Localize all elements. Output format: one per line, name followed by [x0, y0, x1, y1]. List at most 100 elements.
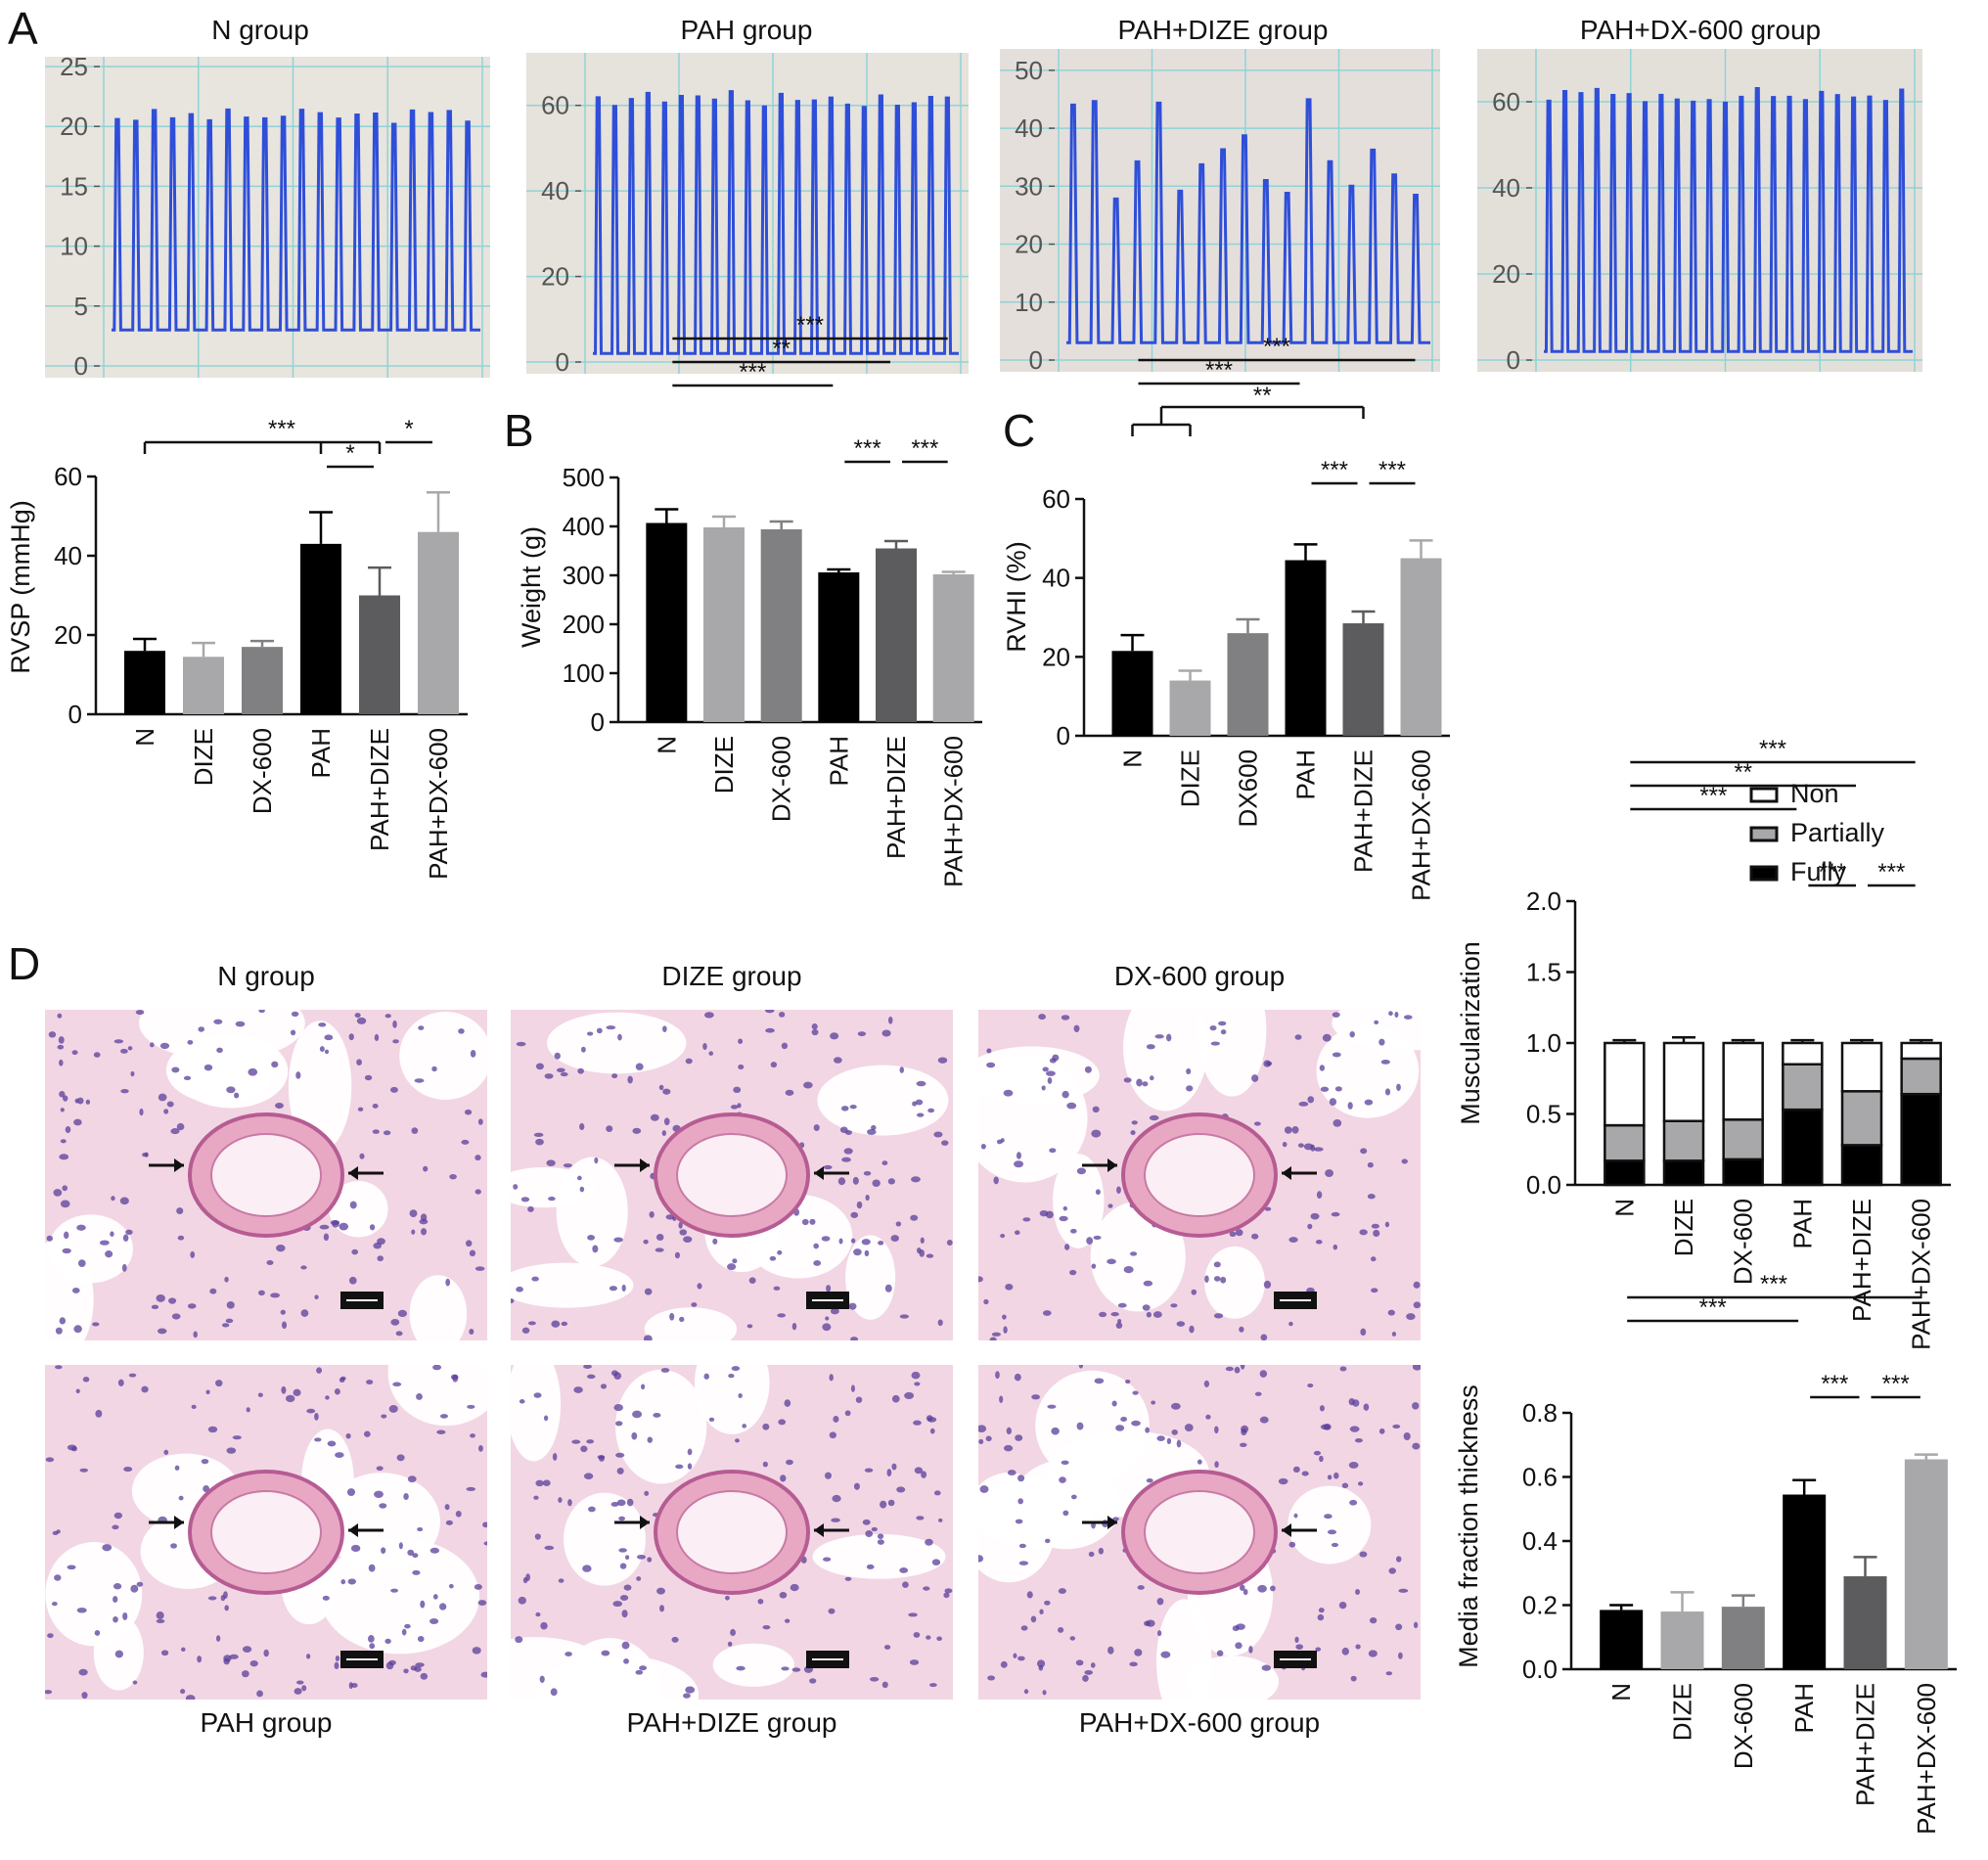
cell-nucleus — [877, 1539, 884, 1545]
cell-nucleus — [256, 1690, 263, 1698]
cell-nucleus — [1292, 1466, 1300, 1474]
cell-nucleus — [691, 1302, 698, 1307]
cell-nucleus — [1401, 1158, 1408, 1164]
cell-nucleus — [735, 1438, 740, 1443]
cell-nucleus — [926, 1417, 937, 1423]
y-tick-label: 60 — [54, 462, 82, 491]
panel-letter-b: B — [504, 405, 534, 456]
cell-nucleus — [474, 1583, 482, 1590]
cell-nucleus — [1092, 1106, 1100, 1113]
x-category-label: PAH+DX-600 — [1407, 749, 1436, 901]
cell-nucleus — [925, 1538, 933, 1546]
bar-4 — [1843, 1576, 1887, 1669]
cell-nucleus — [1371, 1256, 1377, 1262]
cell-nucleus — [232, 1435, 242, 1440]
cell-nucleus — [1387, 1309, 1395, 1316]
sig-label: *** — [1699, 1294, 1727, 1321]
cell-nucleus — [678, 1221, 683, 1229]
cell-nucleus — [582, 1565, 592, 1572]
cell-nucleus — [1278, 1477, 1288, 1485]
vessel-lumen — [210, 1133, 322, 1217]
y-axis-label: RVHI (%) — [1002, 541, 1031, 653]
cell-nucleus — [1039, 1209, 1049, 1217]
cell-nucleus — [286, 1394, 295, 1403]
cell-nucleus — [911, 1371, 921, 1380]
legend-swatch-fully — [1749, 865, 1779, 882]
trace-tick-label: 0 — [1507, 345, 1520, 372]
cell-nucleus — [855, 1396, 863, 1403]
cell-nucleus — [757, 1598, 764, 1605]
cell-nucleus — [1396, 1083, 1401, 1092]
cell-nucleus — [600, 1384, 608, 1389]
cell-nucleus — [295, 1680, 304, 1685]
cell-nucleus — [1000, 1233, 1006, 1239]
cell-nucleus — [125, 1229, 133, 1235]
cell-nucleus — [392, 1039, 399, 1044]
cell-nucleus — [99, 1240, 110, 1246]
alveolar-space — [563, 1492, 646, 1586]
arrowhead — [814, 1523, 824, 1537]
cell-nucleus — [464, 1109, 473, 1115]
bar-0 — [1600, 1610, 1644, 1669]
cell-nucleus — [866, 1564, 875, 1569]
chart-weight: 0 100 200 300 400 500 Weight (g) N DIZE DX-600 PAH… — [517, 312, 982, 887]
cell-nucleus — [577, 1175, 582, 1181]
bar-fully-3 — [1782, 1108, 1824, 1187]
x-category-label: PAH — [1787, 1199, 1817, 1249]
y-tick-label: 0.2 — [1522, 1591, 1558, 1620]
cell-nucleus — [632, 1127, 642, 1134]
cell-nucleus — [863, 1170, 872, 1176]
cell-nucleus — [579, 1122, 585, 1130]
cell-nucleus — [1322, 1033, 1332, 1042]
cell-nucleus — [1348, 1462, 1359, 1469]
histo-title-n: N group — [217, 961, 315, 991]
cell-nucleus — [369, 1643, 376, 1650]
trace-tick-label: 40 — [1015, 113, 1043, 143]
cell-nucleus — [857, 1031, 867, 1037]
cell-nucleus — [702, 1042, 707, 1051]
cell-nucleus — [190, 1250, 196, 1258]
cell-nucleus — [1225, 1366, 1234, 1372]
cell-nucleus — [369, 1224, 376, 1231]
cell-nucleus — [59, 1059, 64, 1066]
cell-nucleus — [1090, 1662, 1096, 1668]
cell-nucleus — [631, 1431, 638, 1440]
cell-nucleus — [1235, 1642, 1242, 1650]
cell-nucleus — [102, 1544, 113, 1552]
cell-nucleus — [725, 1595, 730, 1601]
cell-nucleus — [1186, 1085, 1194, 1092]
cell-nucleus — [580, 1445, 588, 1453]
cell-nucleus — [770, 1062, 778, 1068]
cell-nucleus — [48, 1031, 57, 1038]
cell-nucleus — [606, 1125, 613, 1132]
cell-nucleus — [176, 1122, 185, 1131]
cell-nucleus — [833, 1416, 839, 1423]
cell-nucleus — [85, 1099, 91, 1105]
cell-nucleus — [439, 1414, 448, 1419]
cell-nucleus — [728, 1373, 735, 1379]
cell-nucleus — [1333, 1119, 1342, 1127]
cell-nucleus — [1241, 1428, 1247, 1436]
cell-nucleus — [1016, 1152, 1021, 1159]
cell-nucleus — [1091, 1129, 1102, 1138]
cell-nucleus — [993, 1176, 999, 1185]
bar-1 — [703, 527, 745, 722]
alveolar-space — [288, 1021, 352, 1152]
cell-nucleus — [1332, 1052, 1341, 1058]
trace-title-pah: PAH group — [680, 15, 813, 45]
cell-nucleus — [708, 1417, 715, 1422]
cell-nucleus — [113, 1512, 123, 1520]
cell-nucleus — [105, 1250, 113, 1258]
cell-nucleus — [881, 1160, 888, 1166]
cell-nucleus — [991, 1332, 1001, 1337]
cell-nucleus — [1137, 1585, 1145, 1590]
y-tick-label: 60 — [1042, 484, 1070, 514]
cell-nucleus — [978, 1425, 987, 1433]
cell-nucleus — [1216, 1650, 1224, 1656]
cell-nucleus — [883, 1645, 891, 1650]
cell-nucleus — [295, 1071, 301, 1079]
cell-nucleus — [594, 1157, 599, 1164]
cell-nucleus — [166, 1101, 174, 1108]
cell-nucleus — [226, 1447, 237, 1454]
cell-nucleus — [627, 1075, 633, 1084]
